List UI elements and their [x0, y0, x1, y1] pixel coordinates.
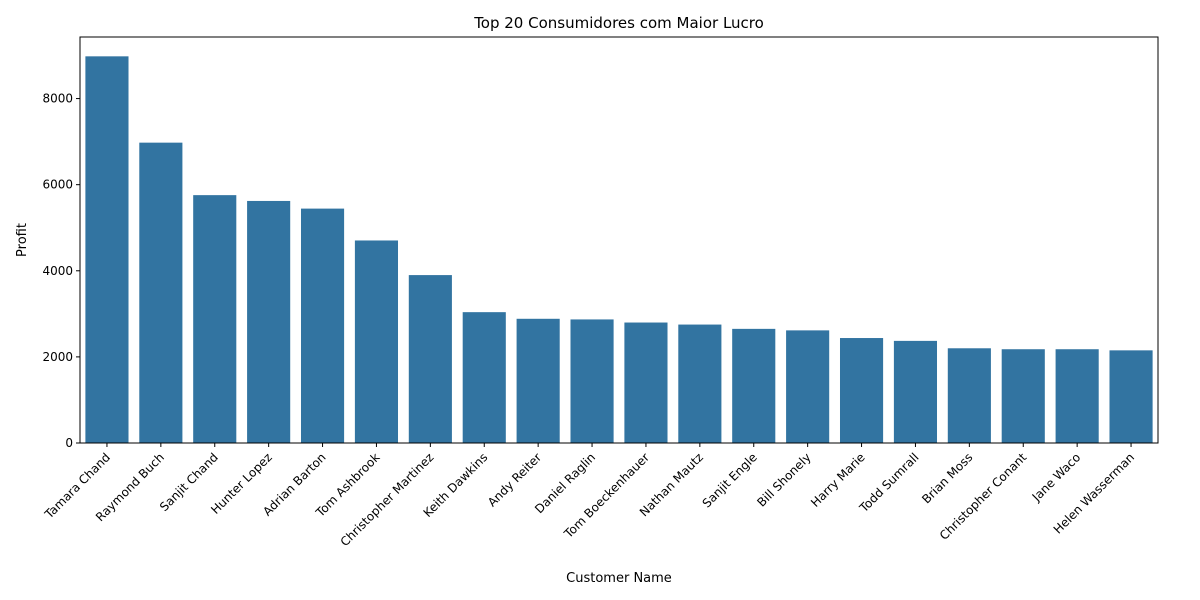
- bar: [678, 324, 722, 443]
- x-tick-label: Andy Reiter: [485, 450, 544, 509]
- bar: [139, 142, 183, 443]
- y-tick-label: 2000: [42, 350, 73, 364]
- bar: [85, 56, 129, 443]
- y-tick-label: 0: [65, 436, 73, 450]
- plot-frame: [79, 36, 1159, 444]
- bar: [247, 200, 291, 443]
- bar: [300, 208, 345, 443]
- bar: [624, 322, 668, 443]
- bar: [893, 340, 938, 443]
- bar: [1001, 349, 1045, 443]
- x-tick-label: Bill Shonely: [754, 450, 813, 509]
- x-axis-label: Customer Name: [566, 571, 672, 586]
- x-tick-label: Brian Moss: [919, 450, 975, 506]
- bar: [408, 275, 452, 443]
- bar: [1109, 350, 1153, 443]
- bar: [570, 319, 614, 443]
- x-tick-label: Jane Waco: [1029, 450, 1084, 505]
- bars-group: [85, 56, 1153, 443]
- bar: [1055, 349, 1099, 443]
- bar: [786, 330, 830, 443]
- bar: [193, 195, 237, 443]
- x-tick-label: Sanjit Engle: [700, 450, 760, 510]
- y-tick-label: 4000: [42, 264, 73, 278]
- bar: [732, 328, 776, 443]
- bar: [462, 312, 506, 443]
- x-tick-label: Christopher Martinez: [338, 450, 437, 549]
- bar: [516, 318, 560, 443]
- y-axis: 0 2000 4000 6000 8000: [42, 92, 80, 450]
- y-tick-label: 6000: [42, 178, 73, 192]
- chart-title: Top 20 Consumidores com Maior Lucro: [473, 14, 764, 32]
- y-tick-label: 8000: [42, 92, 73, 106]
- bar: [947, 348, 991, 443]
- bar: [354, 240, 399, 443]
- bar: [839, 338, 884, 443]
- y-axis-label: Profit: [15, 223, 30, 257]
- x-tick-label: Harry Marie: [808, 450, 868, 510]
